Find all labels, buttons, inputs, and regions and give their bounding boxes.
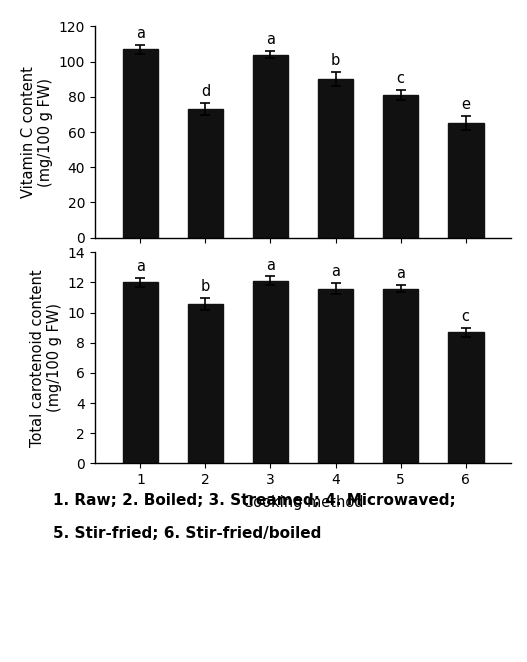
Bar — [448, 332, 484, 463]
Bar — [122, 50, 158, 238]
Text: c: c — [462, 309, 470, 324]
Text: b: b — [201, 279, 210, 294]
Bar — [448, 123, 484, 238]
Text: 1. Raw; 2. Boiled; 3. Streamed; 4. Microwaved;: 1. Raw; 2. Boiled; 3. Streamed; 4. Micro… — [53, 493, 455, 508]
Bar — [122, 283, 158, 463]
Bar — [252, 281, 288, 463]
Bar — [383, 289, 418, 463]
Text: a: a — [266, 258, 275, 273]
Bar — [188, 109, 223, 238]
Bar — [318, 289, 354, 463]
Bar — [252, 55, 288, 238]
Text: a: a — [331, 264, 340, 279]
Text: d: d — [201, 84, 210, 99]
Text: a: a — [396, 266, 405, 281]
Text: b: b — [331, 54, 340, 68]
Bar — [383, 95, 418, 238]
Text: c: c — [397, 71, 405, 86]
Text: e: e — [461, 97, 470, 113]
Bar — [188, 304, 223, 463]
Bar — [318, 79, 354, 238]
Text: a: a — [136, 259, 145, 274]
Y-axis label: Total carotenoid content
(mg/100 g FW): Total carotenoid content (mg/100 g FW) — [30, 269, 62, 447]
Text: a: a — [266, 32, 275, 47]
Y-axis label: Vitamin C content
(mg/100 g FW): Vitamin C content (mg/100 g FW) — [21, 66, 53, 198]
Text: 5. Stir-fried; 6. Stir-fried/boiled: 5. Stir-fried; 6. Stir-fried/boiled — [53, 526, 321, 542]
X-axis label: Cooking method: Cooking method — [243, 495, 363, 510]
Text: a: a — [136, 26, 145, 41]
